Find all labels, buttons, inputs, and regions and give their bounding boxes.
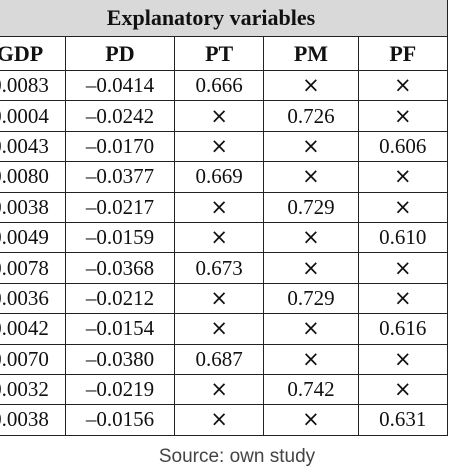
cell-pt: × [173,404,265,436]
cell-pf: 0.606 [357,130,449,163]
cell-pd: –0.0219 [64,373,175,406]
source-note: Source: own study [158,446,316,467]
table-region: Explanatory variables GDP PD PT PM PF 0.… [0,0,449,436]
cell-pd: –0.0414 [64,69,175,102]
cell-pd: –0.0170 [64,130,175,163]
cell-pm: × [263,69,359,102]
cell-pm: 0.729 [263,282,359,315]
cell-pt: 0.687 [173,343,265,375]
table-row: 0.0004–0.0242×0.726× [0,100,449,132]
cell-pd: –0.0377 [64,161,175,193]
cell-gdp: 0.0004 [0,100,66,132]
cell-pd: –0.0380 [64,343,175,375]
table-body: 0.0083–0.04140.666××0.0004–0.0242×0.726×… [0,69,449,436]
explanatory-variables-header: Explanatory variables [0,0,448,37]
cell-pt: × [173,373,265,406]
cell-pm: 0.726 [263,100,359,132]
cell-pm: × [263,313,359,345]
table-row: 0.0036–0.0212×0.729× [0,282,449,315]
cell-pd: –0.0156 [64,404,175,436]
cell-pt: 0.673 [173,252,265,284]
group-header-row: Explanatory variables [0,0,448,37]
cell-pd: –0.0154 [64,313,175,345]
cell-pt: × [173,100,265,132]
column-header-gdp: GDP [0,36,66,71]
cell-gdp: 0.0038 [0,404,66,436]
cell-pm: × [263,221,359,254]
cell-pm: × [263,343,359,375]
column-header-pt: PT [173,36,265,71]
cell-pm: × [263,130,359,163]
cell-pd: –0.0212 [64,282,175,315]
cell-pf: × [357,373,449,406]
cell-pf: × [357,282,449,315]
table-row: 0.0042–0.0154××0.616 [0,313,449,345]
cell-gdp: 0.0043 [0,130,66,163]
table-row: 0.0038–0.0156××0.631 [0,404,449,436]
cell-pd: –0.0242 [64,100,175,132]
cell-pd: –0.0159 [64,221,175,254]
column-header-row: GDP PD PT PM PF [0,36,449,71]
cell-gdp: 0.0036 [0,282,66,315]
cell-pd: –0.0217 [64,191,175,223]
table-row: 0.0038–0.0217×0.729× [0,191,449,223]
cell-pm: × [263,252,359,284]
cell-pt: × [173,313,265,345]
cell-pd: –0.0368 [64,252,175,284]
cell-pm: 0.729 [263,191,359,223]
cell-gdp: 0.0042 [0,313,66,345]
cell-pt: 0.669 [173,161,265,193]
cell-pf: × [357,252,449,284]
cell-gdp: 0.0032 [0,373,66,406]
table-row: 0.0032–0.0219×0.742× [0,373,449,406]
cell-gdp: 0.0080 [0,161,66,193]
cell-pf: 0.616 [357,313,449,345]
cell-gdp: 0.0083 [0,69,66,102]
cell-pf: × [357,161,449,193]
cell-gdp: 0.0070 [0,343,66,375]
cell-pm: × [263,404,359,436]
cell-pt: × [173,282,265,315]
cell-gdp: 0.0078 [0,252,66,284]
cell-pt: × [173,221,265,254]
table-row: 0.0049–0.0159××0.610 [0,221,449,254]
cell-pf: × [357,343,449,375]
cell-pf: × [357,100,449,132]
cell-pm: × [263,161,359,193]
column-header-pm: PM [263,36,359,71]
cell-pt: 0.666 [173,69,265,102]
column-header-pd: PD [64,36,175,71]
cell-pf: 0.610 [357,221,449,254]
cell-pt: × [173,191,265,223]
results-table: Explanatory variables GDP PD PT PM PF 0.… [0,0,449,436]
cell-pf: 0.631 [357,404,449,436]
cell-pf: × [357,69,449,102]
cell-pt: × [173,130,265,163]
cell-gdp: 0.0038 [0,191,66,223]
table-row: 0.0043–0.0170××0.606 [0,130,449,163]
cell-pm: 0.742 [263,373,359,406]
cell-gdp: 0.0049 [0,221,66,254]
column-header-pf: PF [357,36,449,71]
cell-pf: × [357,191,449,223]
